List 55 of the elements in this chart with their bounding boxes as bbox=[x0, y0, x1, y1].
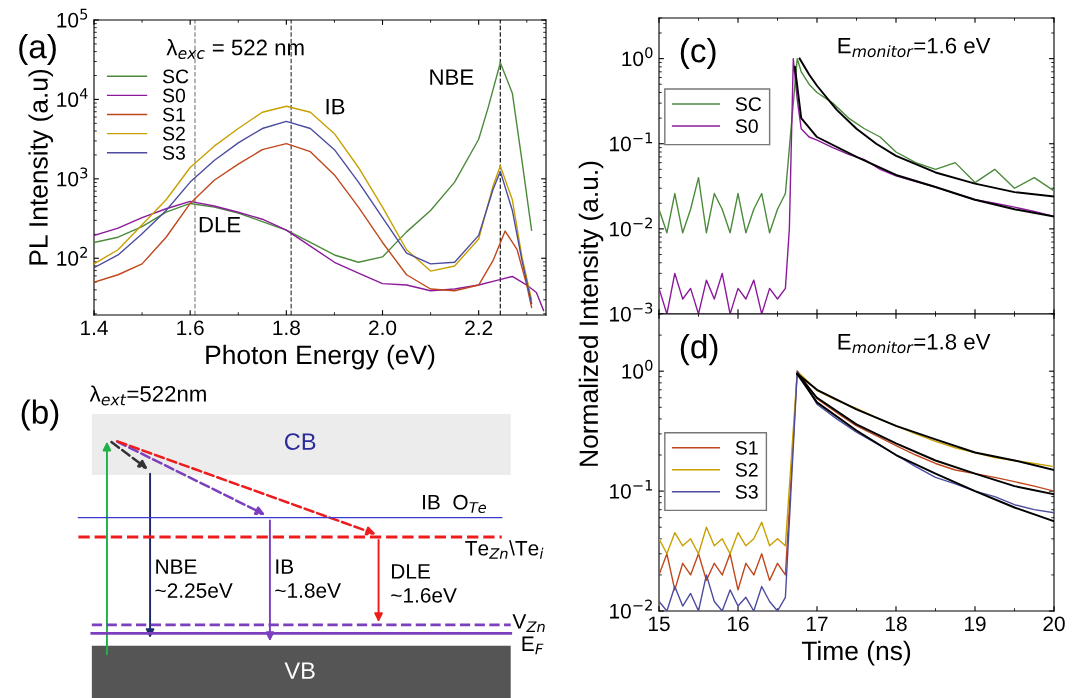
text: VB bbox=[284, 662, 315, 679]
y-axis-title: Normalized Intensity (a.u.) bbox=[578, 161, 604, 466]
text: NBE ~2.25eV bbox=[155, 559, 233, 598]
text: Te$_{Zn}$\Te$_{i}$ bbox=[465, 540, 544, 559]
x-tick-label: 2.0 bbox=[369, 320, 397, 336]
legend-label: S2 bbox=[162, 126, 185, 141]
annotation: E$_{monitor}$=1.8 eV bbox=[838, 333, 991, 354]
y-tick-label: 10$^{0}$ bbox=[622, 359, 653, 379]
y-tick-label: 10$^{−1}$ bbox=[610, 132, 653, 152]
text: (c) bbox=[680, 37, 716, 70]
annotation: IB bbox=[326, 98, 345, 115]
legend-label: S0 bbox=[735, 119, 758, 134]
text: IB O$_{Te}$ bbox=[423, 494, 487, 513]
x-tick-label: 1.8 bbox=[273, 320, 300, 336]
y-tick-label: 10$^{4}$ bbox=[57, 88, 88, 108]
legend-label: S0 bbox=[162, 88, 186, 103]
annotation: λ$_{exc}$ = 522 nm bbox=[166, 39, 304, 59]
x-tick-label: 18 bbox=[886, 616, 907, 632]
y-tick-label: 10$^{3}$ bbox=[57, 167, 88, 187]
y-tick-label: 10$^{0}$ bbox=[622, 47, 653, 67]
x-tick-label: 1.6 bbox=[177, 320, 204, 336]
legend-label: SC bbox=[735, 97, 762, 112]
y-tick-label: 10$^{−1}$ bbox=[610, 479, 653, 499]
x-tick-label: 17 bbox=[807, 616, 828, 631]
chart-title: (a) bbox=[19, 33, 56, 66]
text: IB ~1.8eV bbox=[275, 559, 341, 598]
text: DLE ~1.6eV bbox=[391, 564, 457, 603]
legend-label: S1 bbox=[162, 107, 185, 122]
text: V$_{Zn}$ bbox=[512, 614, 545, 633]
x-axis-title: Time (ns) bbox=[801, 640, 911, 666]
y-tick-label: 10$^{2}$ bbox=[57, 246, 87, 266]
legend-label: S2 bbox=[735, 463, 758, 477]
x-tick-label: 2.2 bbox=[465, 320, 493, 335]
text: (b) bbox=[21, 399, 59, 431]
x-tick-label: 19 bbox=[965, 616, 986, 632]
x-tick-label: 1.4 bbox=[81, 320, 108, 335]
annotation: DLE bbox=[199, 216, 241, 233]
y-axis-title: PL Intensity (a.u) bbox=[28, 69, 54, 265]
y-tick-label: 10$^{5}$ bbox=[57, 8, 88, 28]
text: CB bbox=[284, 433, 316, 450]
legend-label: S3 bbox=[162, 145, 185, 160]
legend-label: S3 bbox=[735, 485, 758, 499]
x-tick-label: 16 bbox=[728, 616, 749, 632]
legend-label: S1 bbox=[735, 440, 758, 455]
legend-label: SC bbox=[162, 69, 189, 84]
y-tick-label: 10$^{−2}$ bbox=[610, 217, 652, 237]
annotation: E$_{monitor}$=1.6 eV bbox=[838, 37, 991, 58]
text: (d) bbox=[680, 334, 718, 366]
annotation: NBE bbox=[430, 69, 474, 85]
x-tick-label: 15 bbox=[649, 616, 670, 632]
x-tick-label: 20 bbox=[1043, 616, 1065, 632]
y-tick-label: 10$^{−3}$ bbox=[610, 302, 653, 322]
text: λ$_{ext}$=522nm bbox=[89, 385, 206, 406]
x-axis-title: Photon Energy (eV) bbox=[206, 344, 435, 370]
text: E$_{F}$ bbox=[522, 636, 544, 655]
